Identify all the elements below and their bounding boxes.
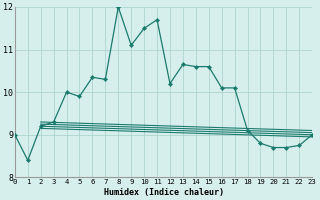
X-axis label: Humidex (Indice chaleur): Humidex (Indice chaleur) xyxy=(103,188,223,197)
